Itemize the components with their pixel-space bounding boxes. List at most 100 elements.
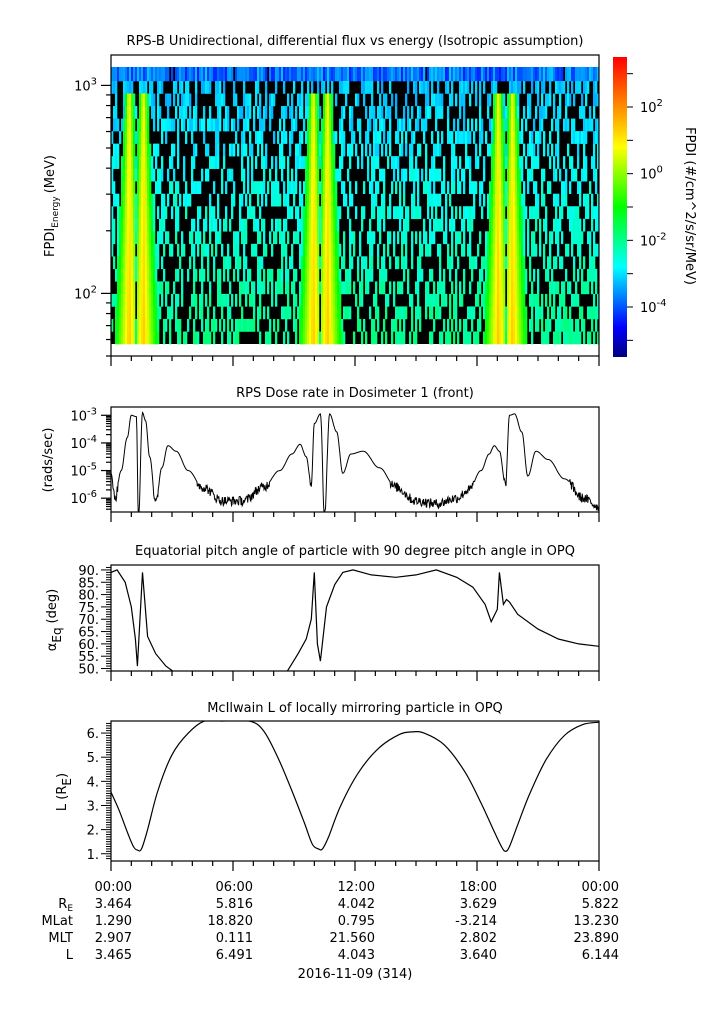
spectrogram-cell (143, 93, 146, 107)
spectrogram-cell (393, 243, 396, 257)
spectrogram-cell (249, 318, 252, 332)
spectrogram-cell (503, 93, 506, 107)
spectrogram-cell (429, 181, 432, 195)
spectrogram-cell (523, 193, 526, 207)
spectrogram-cell (361, 331, 364, 345)
spectrogram-cell (145, 156, 148, 169)
spectrogram-cell (163, 318, 166, 332)
spectrogram-cell (485, 306, 488, 320)
spectrogram-cell (115, 331, 118, 345)
spectrogram-cell (527, 218, 530, 232)
spectrogram-cell (469, 331, 472, 345)
spectrogram-cell (535, 81, 538, 94)
spectrogram-cell (489, 67, 492, 82)
spectrogram-cell (119, 218, 122, 232)
spectrogram-cell (393, 206, 396, 220)
spectrogram-cell (123, 106, 126, 119)
spectrogram-cell (477, 243, 480, 257)
spectrogram-cell (211, 218, 214, 232)
spectrogram-cell (491, 131, 494, 144)
spectrogram-cell (483, 67, 486, 82)
spectrogram-cell (593, 293, 596, 307)
spectrogram-cell (579, 193, 582, 207)
spectrogram-cell (135, 156, 138, 169)
spectrogram-cell (537, 206, 540, 220)
spectrogram-cell (481, 67, 484, 82)
time-axis-labels: 00:00 06:00 12:00 18:00 00:00 (95, 880, 619, 895)
spectrogram-cell (577, 206, 580, 220)
spectrogram-cell (393, 281, 396, 295)
spectrogram-cell (523, 256, 526, 270)
spectrogram-cell (199, 181, 202, 195)
spectrogram-cell (525, 156, 528, 169)
spectrogram-cell (559, 206, 562, 220)
spectrogram-cell (323, 331, 326, 345)
spectrogram-cell (185, 193, 188, 207)
spectrogram-cell (129, 318, 132, 332)
spectrogram-cell (201, 293, 204, 307)
spectrogram-cell (305, 218, 308, 232)
spectrogram-cell (289, 106, 292, 119)
spectrogram-cell (131, 156, 134, 169)
spectrogram-cell (429, 231, 432, 245)
spectrogram-cell (203, 67, 206, 82)
spectrogram-cell (399, 143, 402, 157)
spectrogram-cell (243, 318, 246, 332)
spectrogram-cell (143, 106, 146, 119)
spectrogram-cell (351, 193, 354, 207)
spectrogram-cell (421, 243, 424, 257)
spectrogram-cell (525, 268, 528, 282)
spectrogram-cell (439, 93, 442, 107)
spectrogram-cell (573, 331, 576, 345)
spectrogram-cell (123, 143, 126, 157)
spectrogram-cell (463, 67, 466, 82)
spectrogram-cell (519, 181, 522, 195)
spectrogram-cell (153, 231, 156, 245)
spectrogram-cell (555, 81, 558, 94)
spectrogram-cell (451, 231, 454, 245)
spectrogram-cell (137, 181, 140, 195)
spectrogram-cell (151, 331, 154, 345)
spectrogram-cell (323, 193, 326, 207)
spectrogram-cell (349, 156, 352, 169)
spectrogram-cell (523, 331, 526, 345)
spectrogram-cell (213, 181, 216, 195)
spectrogram-cell (245, 93, 248, 107)
spectrogram-cell (219, 218, 222, 232)
spectrogram-cell (261, 67, 264, 82)
spectrogram-cell (303, 293, 306, 307)
spectrogram-cell (491, 193, 494, 207)
spectrogram-cell (429, 218, 432, 232)
spectrogram-cell (265, 331, 268, 345)
spectrogram-cell (331, 181, 334, 195)
spectrogram-cell (215, 218, 218, 232)
spectrogram-cell (475, 293, 478, 307)
spectrogram-cell (323, 93, 326, 107)
spectrogram-cell (361, 268, 364, 282)
spectrogram-cell (379, 218, 382, 232)
spectrogram-cell (145, 281, 148, 295)
spectrogram-cell (373, 318, 376, 332)
spectrogram-cell (139, 281, 142, 295)
spectrogram-cell (589, 268, 592, 282)
spectrogram-cell (395, 131, 398, 144)
spectrogram-cell (425, 243, 428, 257)
spectrogram-cell (307, 67, 310, 82)
spectrogram-cell (313, 293, 316, 307)
spectrogram-cell (323, 243, 326, 257)
spectrogram-cell (499, 231, 502, 245)
spectrogram-cell (303, 256, 306, 270)
spectrogram-cell (253, 306, 256, 320)
spectrogram-cell (511, 281, 514, 295)
spectrogram-cell (133, 243, 136, 257)
spectrogram-cell (313, 256, 316, 270)
spectrogram-cell (323, 268, 326, 282)
spectrogram-cell (401, 281, 404, 295)
spectrogram-cell (333, 306, 336, 320)
spectrogram-cell (497, 93, 500, 107)
spectrogram-cell (229, 168, 232, 182)
spectrogram-cell (245, 318, 248, 332)
spectrogram-cell (153, 268, 156, 282)
spectrogram-cell (565, 106, 568, 119)
spectrogram-cell (315, 193, 318, 207)
